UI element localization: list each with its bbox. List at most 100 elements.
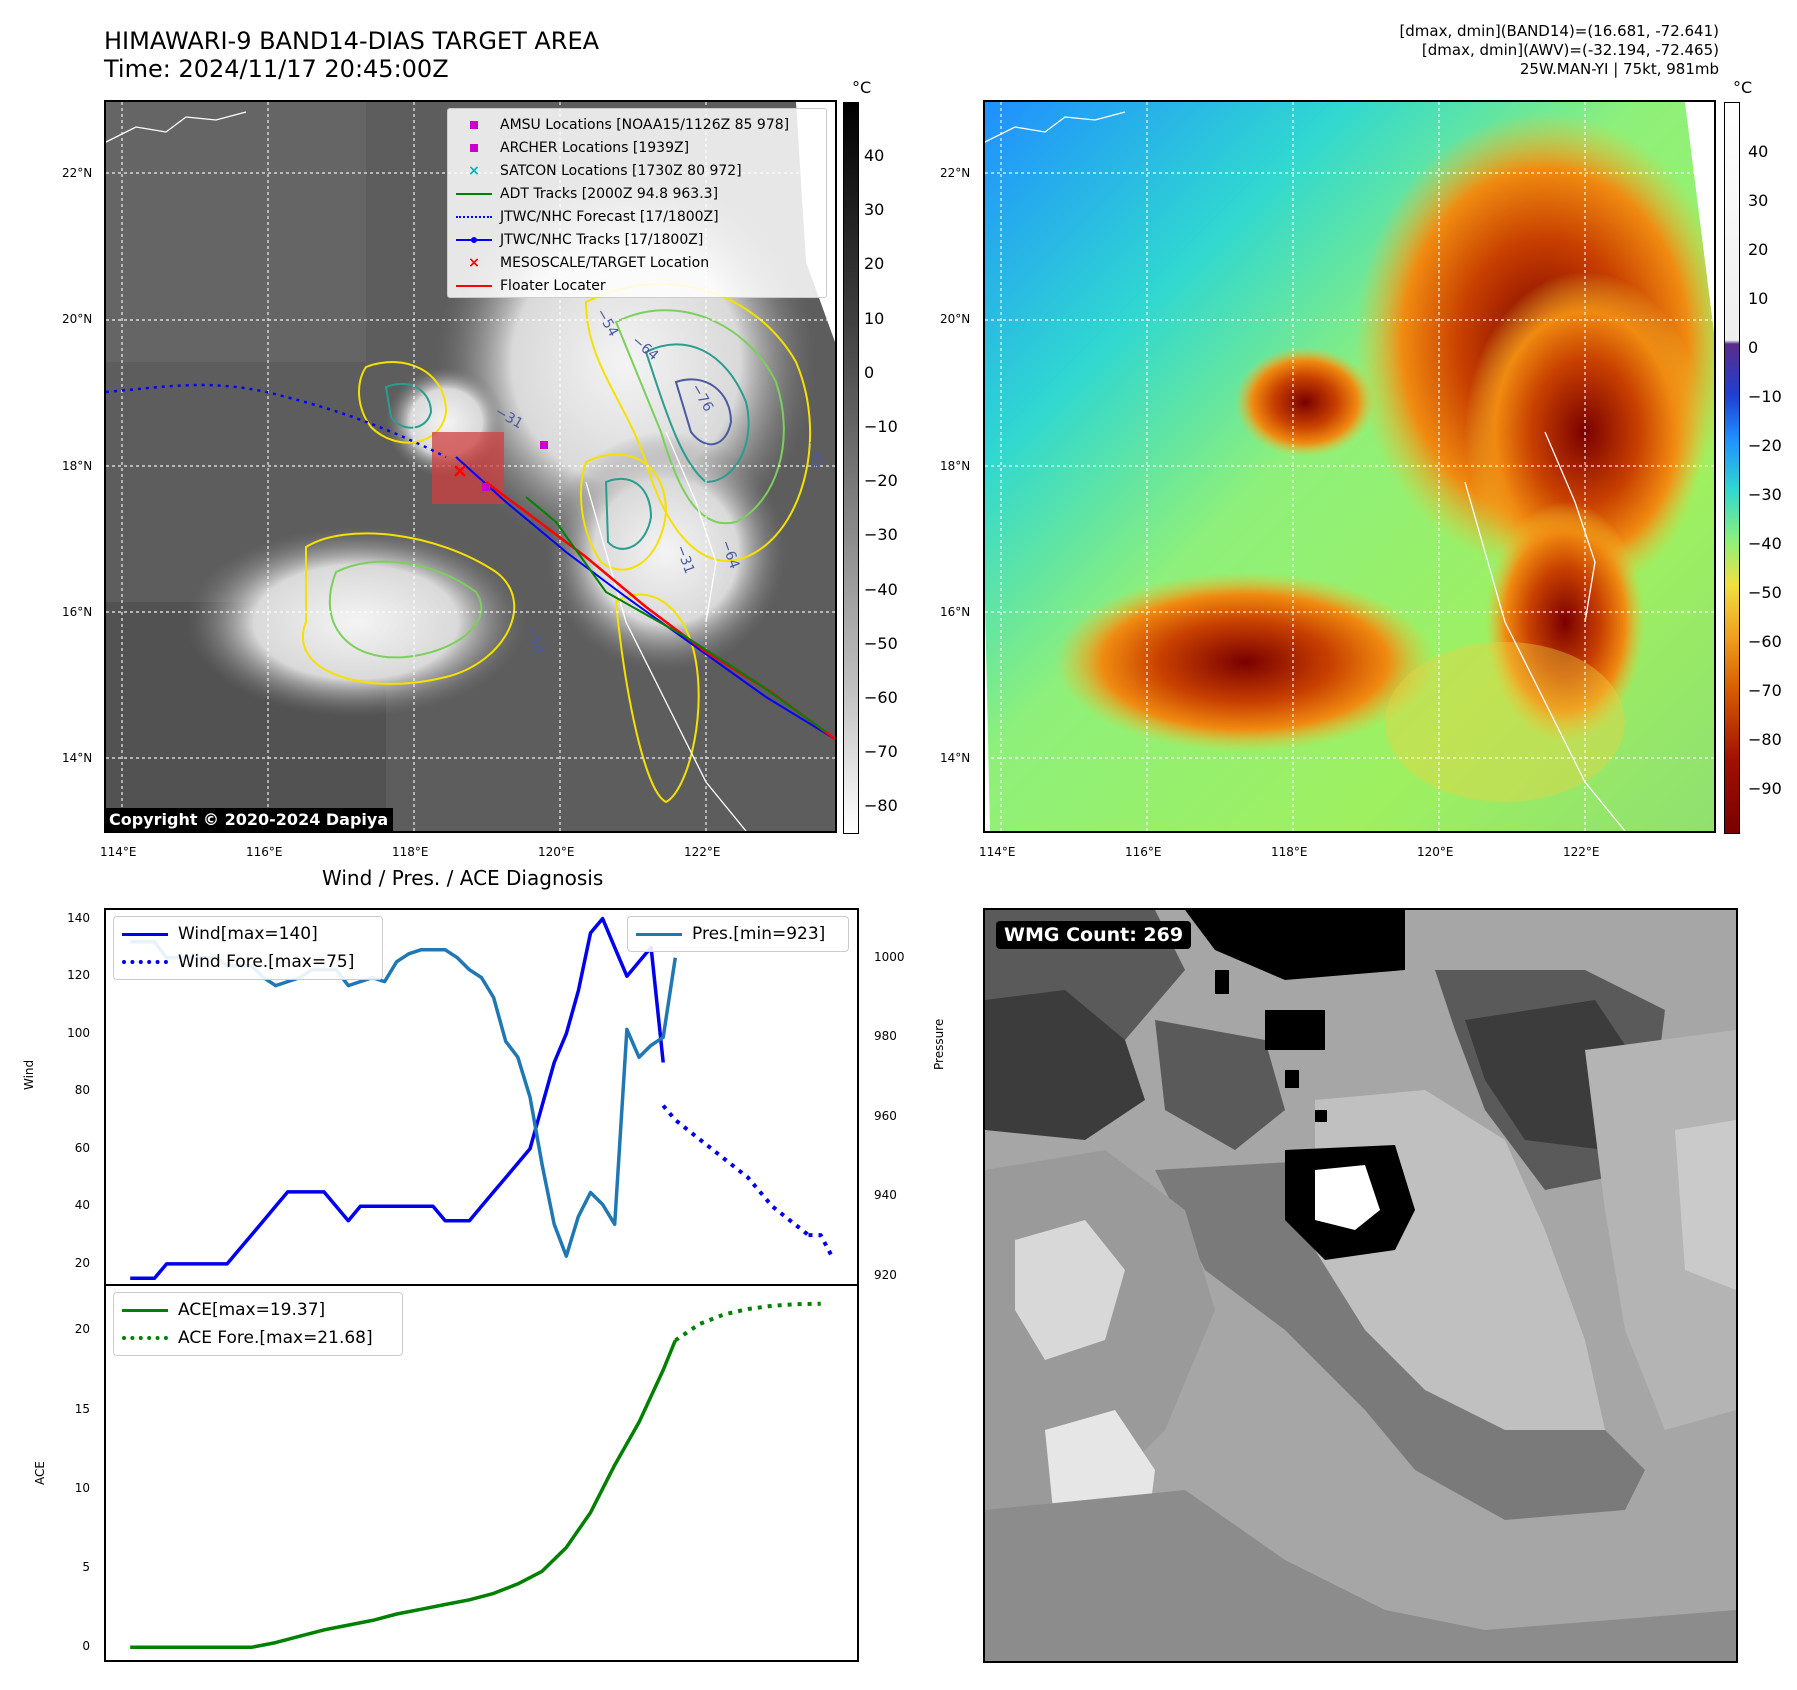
legend-item-wind: Wind[max=140]	[122, 920, 374, 948]
colorbar-unit: °C	[1733, 78, 1753, 97]
colorbar-tick: −40	[1748, 534, 1782, 553]
title-line1: HIMAWARI-9 BAND14-DIAS TARGET AREA	[104, 27, 600, 55]
color-map-image	[985, 102, 1714, 831]
wmg-count-badge: WMG Count: 269	[996, 921, 1192, 949]
lon-label: 118°E	[1271, 845, 1308, 859]
wind-ytick: 80	[74, 1083, 90, 1098]
wind-ytick: 60	[74, 1140, 90, 1155]
legend-item-floater: Floater Locater	[456, 274, 818, 297]
pressure-legend: Pres.[min=923]	[627, 916, 849, 952]
wind-ytick: 140	[67, 910, 90, 925]
colorbar-tick: −60	[864, 688, 898, 707]
legend-item-adt: ADT Tracks [2000Z 94.8 963.3]	[456, 182, 818, 205]
pressure-ytick: 960	[874, 1108, 897, 1123]
legend-item-ace: ACE[max=19.37]	[122, 1296, 394, 1324]
title-line2: Time: 2024/11/17 20:45:00Z	[104, 55, 449, 83]
colorbar-unit: °C	[852, 78, 872, 97]
pressure-axis-label: Pressure	[932, 1018, 946, 1070]
lat-label: 16°N	[62, 605, 93, 619]
wind-forecast-line	[661, 1104, 810, 1237]
colorbar-tick: −90	[1748, 779, 1782, 798]
legend-item-target: × MESOSCALE/TARGET Location	[468, 254, 710, 271]
color-colorbar	[1724, 102, 1740, 834]
colorbar-tick: −80	[864, 796, 898, 816]
info-line2: [dmax, dmin](AWV)=(-32.194, -72.465)	[1421, 41, 1719, 59]
lat-label: 20°N	[62, 312, 93, 326]
wind-ytick: 20	[74, 1255, 90, 1270]
colorbar-tick: −50	[864, 633, 898, 653]
colorbar-tick: 40	[1748, 142, 1769, 161]
lat-label: 22°N	[62, 166, 93, 180]
colorbar-tick: 10	[1748, 289, 1769, 308]
lon-label: 122°E	[684, 845, 721, 859]
wind-line	[130, 916, 665, 1280]
ace-line	[130, 1339, 677, 1650]
colorbar-tick: −30	[864, 525, 898, 545]
legend-item-jtwc-tracks: JTWC/NHC Tracks [17/1800Z]	[456, 228, 818, 251]
colorbar-tick: −60	[1748, 632, 1782, 651]
info-line3: 25W.MAN-YI | 75kt, 981mb	[1519, 60, 1719, 78]
wind-ytick: 40	[74, 1198, 90, 1213]
wind-axis-label: Wind	[22, 1059, 36, 1090]
legend-item-amsu: AMSU Locations [NOAA15/1126Z 85 978]	[456, 113, 818, 136]
diagnosis-title: Wind / Pres. / ACE Diagnosis	[322, 866, 604, 890]
colorbar-tick: −80	[1748, 730, 1782, 749]
colorbar-tick: −10	[864, 417, 898, 436]
amsu-location	[540, 441, 548, 449]
ace-ytick: 15	[74, 1401, 90, 1416]
wind-ytick: 100	[67, 1025, 90, 1040]
colorbar-tick: −50	[1748, 583, 1782, 602]
legend-item-wind-forecast: Wind Fore.[max=75]	[122, 948, 374, 976]
colorbar-tick: 0	[1748, 338, 1759, 357]
target-location-marker	[454, 465, 466, 477]
pressure-ytick: 920	[874, 1268, 897, 1283]
colorbar-tick: −70	[1748, 681, 1782, 700]
lat-label: 14°N	[940, 751, 971, 765]
legend-item-jtwc-forecast: JTWC/NHC Forecast [17/1800Z]	[456, 205, 818, 228]
legend-item-archer: ARCHER Locations [1939Z]	[456, 136, 818, 159]
lat-label: 14°N	[62, 751, 93, 765]
adt-track	[525, 496, 827, 733]
ace-chart	[130, 1301, 821, 1650]
colorbar-tick: −70	[864, 742, 898, 762]
colorbar-tick: −20	[864, 471, 898, 491]
lon-label: 122°E	[1563, 845, 1600, 859]
wmg-image	[985, 910, 1736, 1661]
lon-label: 116°E	[246, 845, 283, 859]
ace-axis-label: ACE	[33, 1461, 47, 1485]
wind-forecast-tail-line	[808, 1233, 835, 1260]
ace-ytick: 0	[82, 1639, 90, 1654]
colorbar-tick: 40	[864, 146, 885, 165]
ace-ytick: 20	[74, 1322, 90, 1337]
colorbar-tick: −10	[1748, 387, 1782, 406]
legend-item-pressure: Pres.[min=923]	[636, 920, 840, 948]
colorbar-tick: 20	[864, 254, 885, 274]
lon-label: 114°E	[979, 845, 1016, 859]
lon-label: 118°E	[392, 845, 429, 859]
lon-label: 116°E	[1125, 845, 1162, 859]
colorbar-tick: 10	[864, 308, 885, 328]
colorbar-tick: 30	[1748, 191, 1769, 210]
legend-item-satcon: × SATCON Locations [1730Z 80 972]	[468, 162, 742, 179]
color-map-panel	[983, 100, 1716, 833]
lat-label: 18°N	[940, 459, 971, 473]
info-line1: [dmax, dmin](BAND14)=(16.681, -72.641)	[1399, 22, 1719, 40]
ace-ytick: 10	[74, 1480, 90, 1495]
lat-label: 22°N	[940, 166, 971, 180]
pressure-ytick: 1000	[874, 949, 905, 964]
archer-location	[482, 483, 490, 491]
lat-label: 18°N	[62, 459, 93, 473]
colorbar-tick: 30	[864, 200, 885, 220]
pressure-ytick: 980	[874, 1029, 897, 1044]
wind-ytick: 120	[67, 968, 90, 983]
lat-label: 20°N	[940, 312, 971, 326]
lon-label: 120°E	[1417, 845, 1454, 859]
colorbar-tick: −40	[864, 579, 898, 599]
wind-legend: Wind[max=140] Wind Fore.[max=75]	[113, 916, 383, 980]
lon-label: 120°E	[538, 845, 575, 859]
jtwc-track	[455, 456, 835, 740]
colorbar-tick: 0	[864, 362, 875, 382]
pressure-line	[130, 940, 678, 1258]
ace-ytick: 5	[82, 1560, 90, 1575]
colorbar-tick: 20	[1748, 240, 1769, 259]
